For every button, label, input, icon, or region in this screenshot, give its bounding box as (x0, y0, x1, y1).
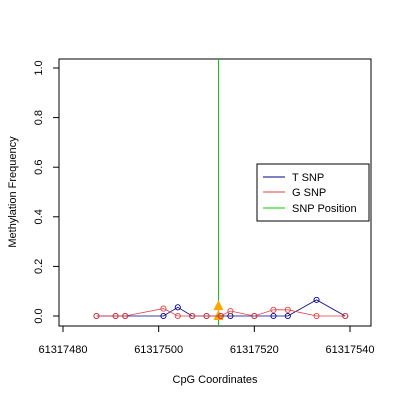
series-layer (93, 296, 349, 320)
y-axis: 0.0 0.2 0.4 0.6 0.8 1.0 (33, 60, 60, 324)
g-snp-point (251, 312, 258, 320)
g-snp-point (122, 312, 129, 320)
y-tick-label: 0.4 (33, 209, 45, 224)
t-snp-point (284, 312, 291, 320)
x-axis-title: CpG Coordinates (173, 374, 258, 386)
g-snp-point (284, 306, 291, 313)
legend-label-g-snp: G SNP (292, 187, 326, 199)
snp-position-marker (213, 300, 224, 311)
t-snp-point (313, 296, 320, 303)
x-tick-label: 61317520 (230, 344, 279, 356)
y-tick-label: 0.8 (33, 110, 45, 125)
y-tick-label: 0.0 (33, 308, 45, 323)
g-snp-point (217, 312, 224, 320)
x-tick-label: 61317500 (134, 344, 183, 356)
g-snp-point (189, 312, 196, 320)
legend: T SNP G SNP SNP Position (256, 163, 370, 222)
x-tick-label: 61317540 (326, 344, 375, 356)
t-snp-point (174, 304, 181, 311)
y-tick-label: 0.6 (33, 160, 45, 175)
g-snp-point (313, 312, 320, 320)
y-axis-title: Methylation Frequency (7, 136, 19, 248)
g-snp-point (342, 312, 349, 320)
legend-label-t-snp: T SNP (292, 172, 324, 184)
y-tick-label: 0.2 (33, 259, 45, 274)
g-snp-point (93, 312, 100, 320)
g-snp-point (270, 306, 277, 313)
snp-position-layer (213, 59, 224, 326)
t-snp-point (270, 312, 277, 320)
y-tick-label: 1.0 (33, 60, 45, 75)
g-snp-point (160, 305, 167, 312)
g-snp-point (203, 312, 210, 320)
g-snp-point (112, 312, 119, 320)
legend-label-snp-position: SNP Position (292, 203, 357, 215)
g-snp-point (174, 312, 181, 320)
x-axis: 61317480 61317500 61317520 61317540 (39, 325, 375, 356)
t-snp-point (160, 312, 167, 320)
g-snp-point (227, 307, 234, 315)
x-tick-label: 61317480 (39, 344, 88, 356)
